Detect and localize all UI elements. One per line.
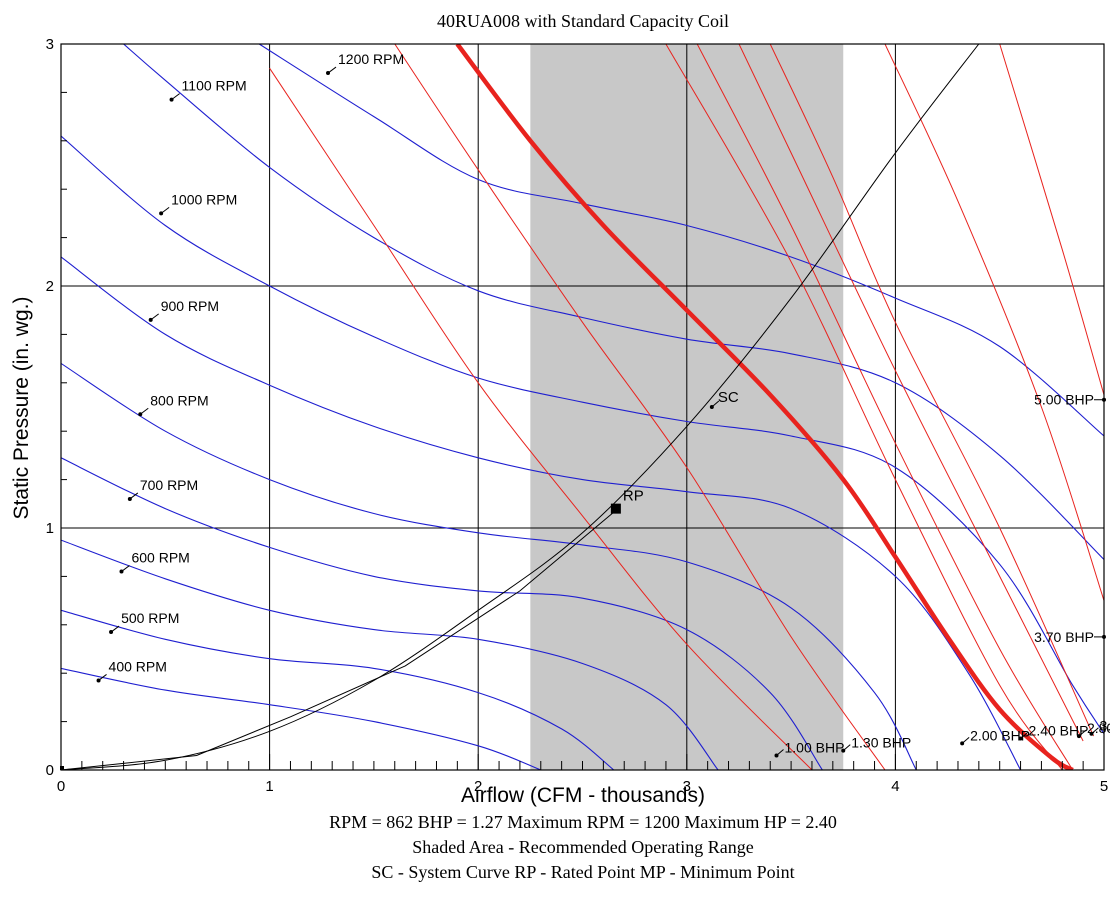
bhp-label: 5.00 BHP (1034, 392, 1094, 408)
bhp-curve (738, 44, 1084, 742)
footer-line-1: RPM = 862 BHP = 1.27 Maximum RPM = 1200 … (329, 812, 837, 832)
rpm-label-dot (169, 97, 174, 102)
rpm-curve (61, 135, 1104, 734)
rpm-label: 1200 RPM (338, 51, 404, 67)
rpm-label: 800 RPM (150, 392, 208, 408)
rpm-label-dot (138, 412, 143, 417)
rpm-curve (61, 667, 541, 770)
footer-line-3: SC - System Curve RP - Rated Point MP - … (371, 862, 794, 882)
curve-group (61, 44, 1104, 770)
y-axis-label: Static Pressure (in. wg.) (10, 297, 33, 520)
bhp-curve (394, 44, 886, 770)
y-tick-label: 2 (46, 278, 54, 295)
bhp-label-leader (842, 744, 851, 752)
footer-line-2: Shaded Area - Recommended Operating Rang… (412, 837, 753, 857)
rated-point-marker (610, 503, 621, 514)
bhp-label: 2.40 BHP (1029, 723, 1089, 739)
bhp-curve (999, 44, 1104, 396)
bhp-curve (696, 44, 1074, 770)
x-tick-label: 2 (474, 778, 482, 795)
rpm-label-dot (326, 71, 331, 76)
system-curve (61, 44, 980, 770)
bhp-label: 1.30 BHP (851, 735, 911, 751)
rpm-label-dot (109, 630, 114, 635)
rpm-curve (123, 44, 1104, 560)
bhp-curve (269, 67, 813, 770)
y-tick-label: 3 (46, 36, 54, 53)
system-curve-lower (61, 508, 619, 770)
rpm-label: 1100 RPM (182, 78, 247, 94)
rpm-label: 500 RPM (121, 610, 179, 626)
max-hp-curve (455, 44, 1074, 770)
bhp-label-leader (1091, 727, 1099, 735)
x-tick-label: 4 (891, 778, 899, 795)
sc-label-leader (711, 400, 720, 408)
rpm-curve (61, 256, 1022, 770)
sc-label: SC (718, 389, 739, 406)
bhp-curve (769, 44, 1095, 737)
bhp-curve (884, 44, 1104, 601)
rpm-curve (61, 609, 615, 770)
rpm-curve (61, 362, 917, 770)
rpm-label: 600 RPM (131, 550, 189, 566)
x-tick-label: 0 (57, 778, 65, 795)
bhp-curve (665, 44, 1063, 770)
x-tick-label: 1 (265, 778, 273, 795)
rpm-label: 1000 RPM (171, 191, 237, 207)
bhp-label: 2.00 BHP (970, 727, 1030, 743)
rpm-curve (258, 44, 1104, 437)
rpm-label-dot (127, 496, 132, 501)
rpm-label: 400 RPM (109, 658, 167, 674)
rpm-curve (61, 457, 823, 770)
bhp-label-leader (1020, 732, 1028, 739)
bhp-label-leader (1078, 729, 1087, 737)
x-tick-label: 3 (683, 778, 691, 795)
origin-marker (60, 766, 64, 770)
x-tick-label: 5 (1100, 778, 1108, 795)
bhp-label: 1.00 BHP (784, 739, 844, 755)
plot-area: 0 1 2 3 4 5 0 1 2 3 400 RPM 500 RPM 600 RPM 700 RPM 80… (46, 36, 1110, 795)
rpm-label-dot (148, 317, 153, 322)
rpm-label-dot (96, 678, 101, 683)
rpm-curve (61, 539, 719, 770)
rpm-label: 700 RPM (140, 477, 198, 493)
rpm-label: 900 RPM (161, 298, 219, 314)
bhp-label: 3.70 BHP (1034, 629, 1094, 645)
bhp-label: 3.00 BHP (1099, 718, 1110, 734)
bhp-label-leader (961, 737, 970, 744)
rpm-label-dot (159, 211, 164, 216)
y-tick-label: 1 (46, 520, 54, 537)
bhp-label-leader (776, 749, 784, 756)
rpm-label-dot (119, 569, 124, 574)
y-tick-label: 0 (46, 762, 54, 779)
rated-point-label: RP (623, 488, 644, 505)
chart-title: 40RUA008 with Standard Capacity Coil (437, 11, 729, 31)
x-axis-label: Airflow (CFM - thousands) (461, 784, 705, 807)
